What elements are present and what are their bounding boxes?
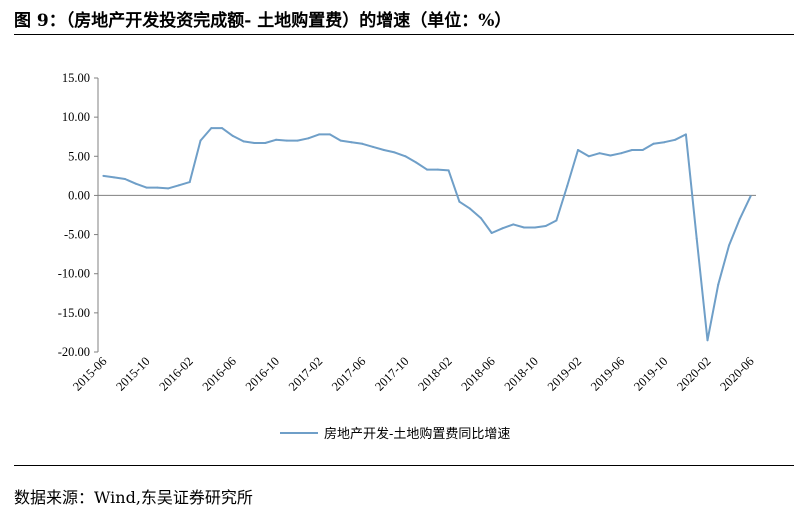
data-point <box>620 152 623 155</box>
y-axis: 15.00 10.00 5.00 0.00 -5.00 -10.00 -15.00 -20.0… <box>58 71 99 359</box>
data-point <box>501 227 504 230</box>
data-point <box>221 127 223 130</box>
data-point <box>167 187 170 190</box>
x-tick-label: 2019-06 <box>588 354 627 393</box>
y-tick-label: -10.00 <box>58 267 90 281</box>
data-point <box>566 185 569 187</box>
data-point <box>372 145 375 148</box>
data-point <box>210 127 213 130</box>
x-axis: 2015-06 2015-10 2016-02 2016-06 2016-10 2017-… <box>70 194 757 394</box>
data-point <box>188 181 191 184</box>
data-point <box>695 237 698 240</box>
x-tick-label: 2020-06 <box>717 354 756 393</box>
data-point <box>436 168 439 171</box>
data-point <box>469 207 472 210</box>
data-point <box>631 149 633 151</box>
data-point <box>102 174 105 177</box>
x-tick-label: 2019-10 <box>631 354 670 393</box>
x-tick-label: 2018-10 <box>502 354 541 393</box>
x-tick-label: 2015-06 <box>70 354 109 393</box>
data-point <box>285 139 288 142</box>
data-point <box>339 139 342 142</box>
legend: 房地产开发-土地购置费同比增速 <box>280 426 510 442</box>
data-point <box>598 152 601 155</box>
data-point <box>717 283 720 286</box>
y-tick-label: 5.00 <box>68 149 90 163</box>
data-point <box>307 137 310 140</box>
x-tick-label: 2020-02 <box>674 354 713 393</box>
line-chart: 15.00 10.00 5.00 0.00 -5.00 -10.00 -15.00 -20.0… <box>58 71 757 442</box>
x-tick-label: 2017-06 <box>329 354 368 393</box>
data-point <box>663 141 666 144</box>
data-point <box>113 176 116 179</box>
x-tick-label: 2018-06 <box>458 354 497 393</box>
data-point <box>577 149 579 151</box>
y-tick-label: 15.00 <box>62 71 90 85</box>
y-tick-label: -15.00 <box>58 306 90 320</box>
data-point <box>264 142 267 144</box>
series-group <box>102 127 752 342</box>
x-tick-label: 2015-10 <box>113 354 152 393</box>
x-tick-label: 2016-06 <box>200 354 239 393</box>
data-point <box>296 139 299 142</box>
data-point <box>177 184 180 187</box>
x-tick-label: 2019-02 <box>545 354 584 393</box>
data-point <box>674 138 677 141</box>
data-point <box>749 195 752 198</box>
legend-label: 房地产开发-土地购置费同比增速 <box>324 426 510 442</box>
data-point <box>447 169 450 172</box>
data-point <box>199 139 202 142</box>
data-point <box>350 141 353 144</box>
source-note: 数据来源：Wind,东吴证券研究所 <box>14 488 253 507</box>
data-point <box>490 232 493 234</box>
top-rule <box>14 34 794 35</box>
data-point <box>479 217 482 220</box>
data-point <box>253 142 256 144</box>
x-tick-label: 2016-10 <box>243 354 282 393</box>
data-point <box>415 161 418 164</box>
x-tick-label: 2017-10 <box>372 354 411 393</box>
data-point <box>404 155 407 158</box>
y-tick-label: -5.00 <box>64 228 90 242</box>
data-point <box>458 200 461 203</box>
x-tick-label: 2017-02 <box>286 354 325 393</box>
figure-title: 图 9：（房地产开发投资完成额- 土地购置费）的增速（单位：%） <box>14 11 512 31</box>
data-point <box>512 223 515 226</box>
data-point <box>361 142 364 145</box>
data-point <box>652 142 655 145</box>
data-point <box>134 182 137 185</box>
y-tick-label: -20.00 <box>58 345 90 359</box>
data-point <box>145 186 148 189</box>
data-point <box>382 149 385 151</box>
data-point <box>555 219 558 222</box>
data-point <box>523 226 526 229</box>
data-point <box>242 140 245 143</box>
x-tick-label: 2018-02 <box>415 354 454 393</box>
y-tick-label: 10.00 <box>62 110 90 124</box>
data-point <box>318 133 321 136</box>
data-point <box>728 244 730 247</box>
y-tick-label: 0.00 <box>68 188 90 202</box>
data-point <box>738 217 741 220</box>
data-point <box>328 133 331 136</box>
bottom-rule <box>14 465 794 466</box>
x-tick-label: 2016-02 <box>156 354 195 393</box>
series-line <box>103 127 752 342</box>
data-point <box>124 178 126 180</box>
data-point <box>587 155 590 158</box>
data-point <box>641 149 644 151</box>
data-point <box>275 138 277 141</box>
data-point <box>609 154 612 157</box>
data-point <box>684 133 687 136</box>
data-point <box>426 168 428 171</box>
data-point <box>544 225 547 227</box>
data-point <box>533 226 536 229</box>
data-point <box>156 186 159 189</box>
data-point <box>706 339 709 342</box>
data-point <box>231 134 234 137</box>
data-point <box>393 151 396 154</box>
